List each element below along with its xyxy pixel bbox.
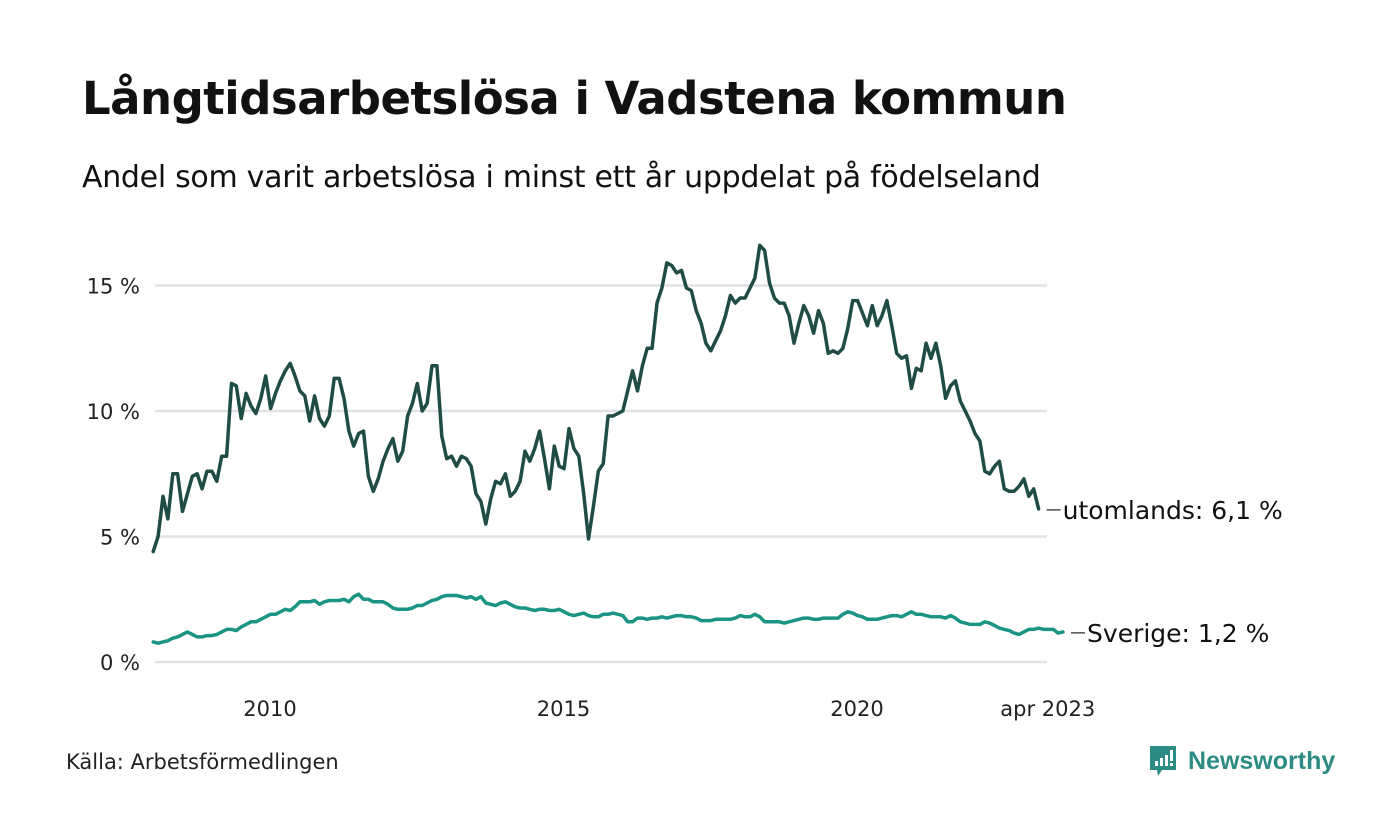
y-axis-ticks: 0 % 5 % 10 % 15 % <box>87 275 140 676</box>
x-tick-label: 2015 <box>537 697 590 721</box>
series-line-utomlands <box>151 243 1041 554</box>
x-axis-ticks: 2010 2015 2020 apr 2023 <box>243 697 1095 721</box>
chart-subtitle: Andel som varit arbetslösa i minst ett å… <box>82 160 1041 195</box>
end-label-utomlands: utomlands: 6,1 % <box>1063 496 1283 525</box>
series-lines <box>151 243 1065 645</box>
gridlines <box>155 284 1047 664</box>
y-tick-label: 5 % <box>100 526 140 550</box>
end-labels: utomlands: 6,1 % Sverige: 1,2 % <box>1046 496 1283 648</box>
chart-title: Långtidsarbetslösa i Vadstena kommun <box>82 72 1067 125</box>
x-tick-label: 2020 <box>830 697 883 721</box>
brand-logo[interactable]: Newsworthy <box>1148 744 1335 778</box>
series-line-sverige <box>151 592 1065 645</box>
y-tick-label: 10 % <box>87 400 140 424</box>
y-tick-label: 15 % <box>87 275 140 299</box>
x-tick-label: apr 2023 <box>1000 697 1095 721</box>
bar-chart-speech-bubble-icon <box>1150 746 1176 776</box>
brand-name: Newsworthy <box>1188 746 1336 775</box>
y-tick-label: 0 % <box>100 651 140 675</box>
x-tick-label: 2010 <box>243 697 296 721</box>
source-note: Källa: Arbetsförmedlingen <box>66 750 339 774</box>
end-label-sverige: Sverige: 1,2 % <box>1087 619 1269 648</box>
